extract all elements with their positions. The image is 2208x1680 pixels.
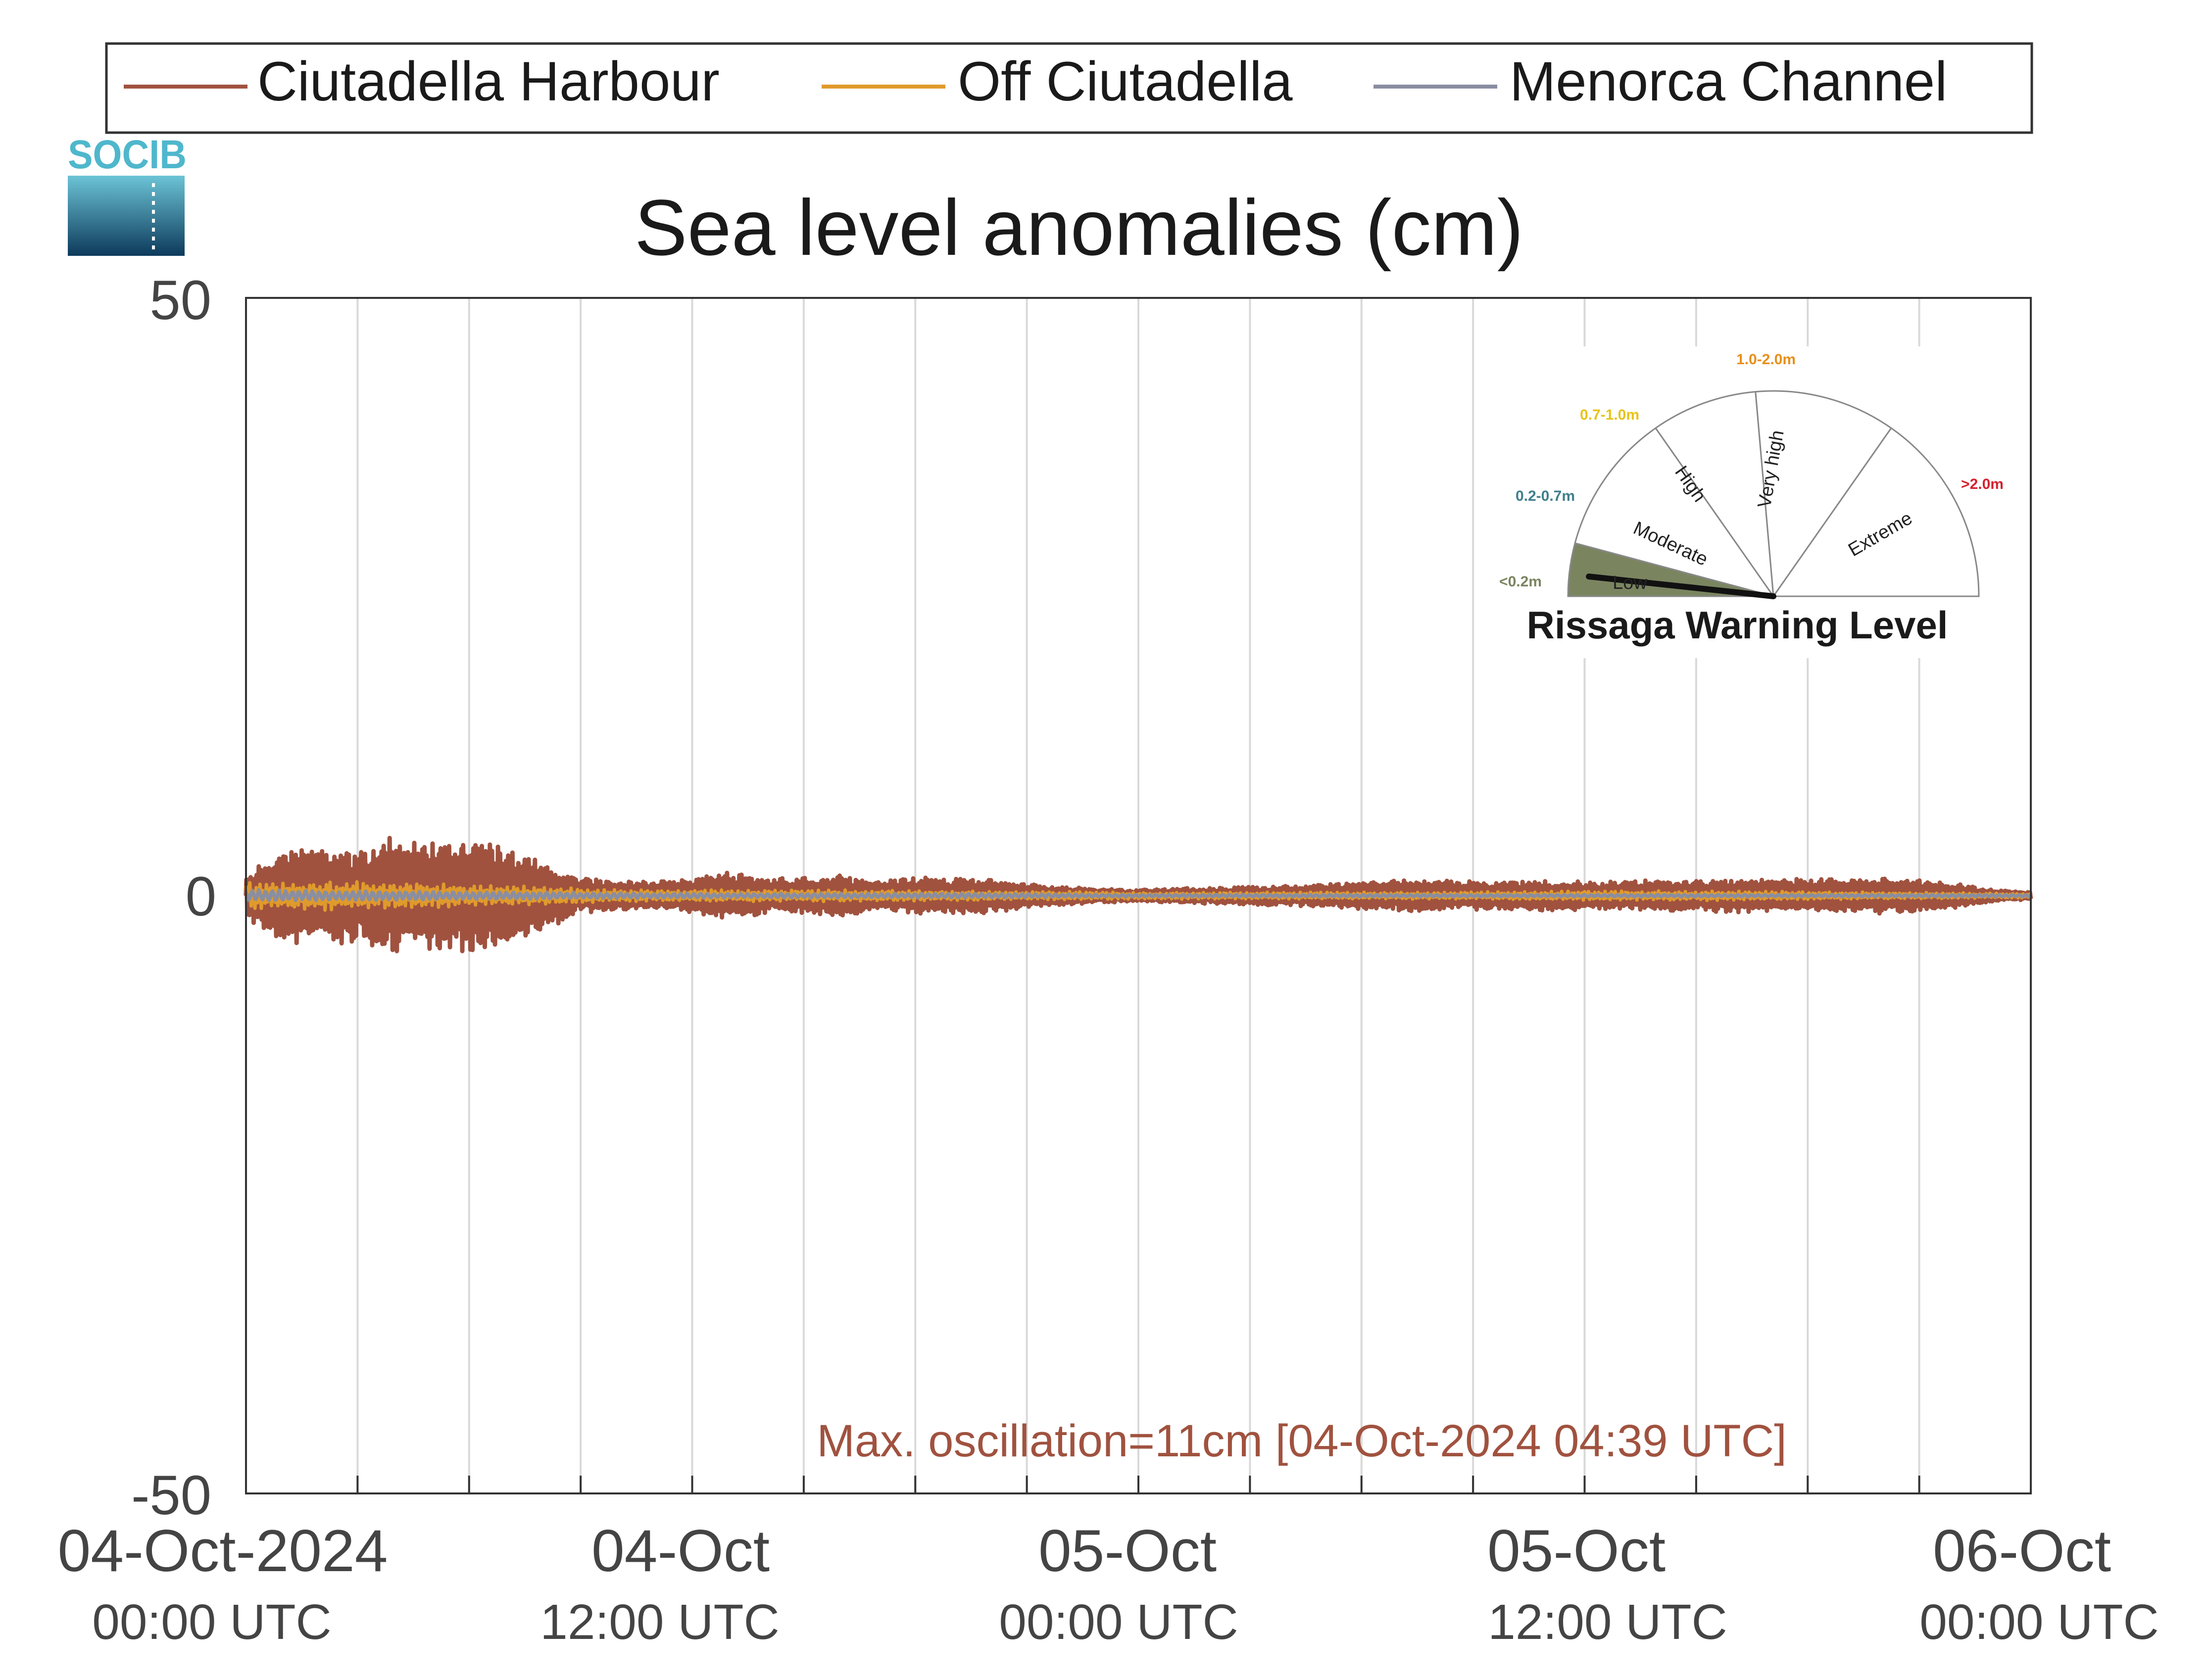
socib-logo: SOCIB: [68, 132, 187, 256]
gauge-sector-label-low: Low: [1613, 573, 1647, 593]
legend-label-ciutadella-harbour: Ciutadella Harbour: [257, 50, 720, 112]
rissaga-gauge: Low Moderate High Very high Extreme <0.2…: [1477, 346, 2014, 658]
y-tick-label: -50: [131, 1464, 211, 1526]
gauge-sector-high: [1654, 390, 1774, 599]
gauge-sector-extreme: [1772, 427, 1980, 597]
gauge-range-low: <0.2m: [1499, 574, 1542, 590]
gauge-sector-very-high: [1755, 390, 1893, 599]
chart-title: Sea level anomalies (cm): [635, 183, 1523, 272]
gauge-needle: [1586, 574, 1776, 599]
x-tick-date: 04-Oct-2024: [57, 1518, 388, 1584]
x-tick-date: 05-Oct: [1487, 1518, 1666, 1584]
x-tick-time: 00:00 UTC: [999, 1594, 1238, 1650]
series-line-menorca-channel: [244, 888, 2032, 903]
gauge-sectors: [1567, 390, 1980, 599]
legend-label-off-ciutadella: Off Ciutadella: [958, 50, 1293, 112]
x-tick-marks: [356, 1476, 1920, 1493]
x-tick-time: 00:00 UTC: [92, 1594, 332, 1650]
gauge-sector-moderate: [1574, 427, 1775, 598]
y-tick-label: 50: [149, 269, 211, 331]
gauge-range-very-high: 1.0-2.0m: [1736, 351, 1796, 368]
legend: Ciutadella Harbour Off Ciutadella Menorc…: [105, 42, 2033, 134]
y-axis: 50 0 -50: [131, 269, 216, 1526]
gauge-range-extreme: >2.0m: [1961, 476, 2004, 492]
gauge-title: Rissaga Warning Level: [1526, 603, 1948, 647]
socib-logo-text: SOCIB: [68, 132, 187, 177]
legend-label-menorca-channel: Menorca Channel: [1510, 50, 1947, 112]
x-axis: 04-Oct-2024 00:00 UTC 04-Oct 12:00 UTC 0…: [57, 1518, 2159, 1650]
x-tick-date: 06-Oct: [1933, 1518, 2111, 1584]
socib-logo-mark: [68, 176, 185, 256]
gauge-range-moderate: 0.2-0.7m: [1516, 488, 1575, 504]
legend-box: [105, 42, 2033, 134]
x-tick-time: 12:00 UTC: [1488, 1594, 1727, 1650]
x-tick-date: 04-Oct: [591, 1518, 770, 1584]
series-layer: [244, 836, 2033, 954]
x-tick-time: 00:00 UTC: [1919, 1594, 2159, 1650]
gauge-range-high: 0.7-1.0m: [1580, 407, 1639, 423]
y-tick-label: 0: [186, 865, 216, 927]
max-oscillation-annotation: Max. oscillation=11cm [04-Oct-2024 04:39…: [817, 1416, 1786, 1466]
x-tick-date: 05-Oct: [1038, 1518, 1217, 1584]
x-tick-time: 12:00 UTC: [540, 1594, 780, 1650]
